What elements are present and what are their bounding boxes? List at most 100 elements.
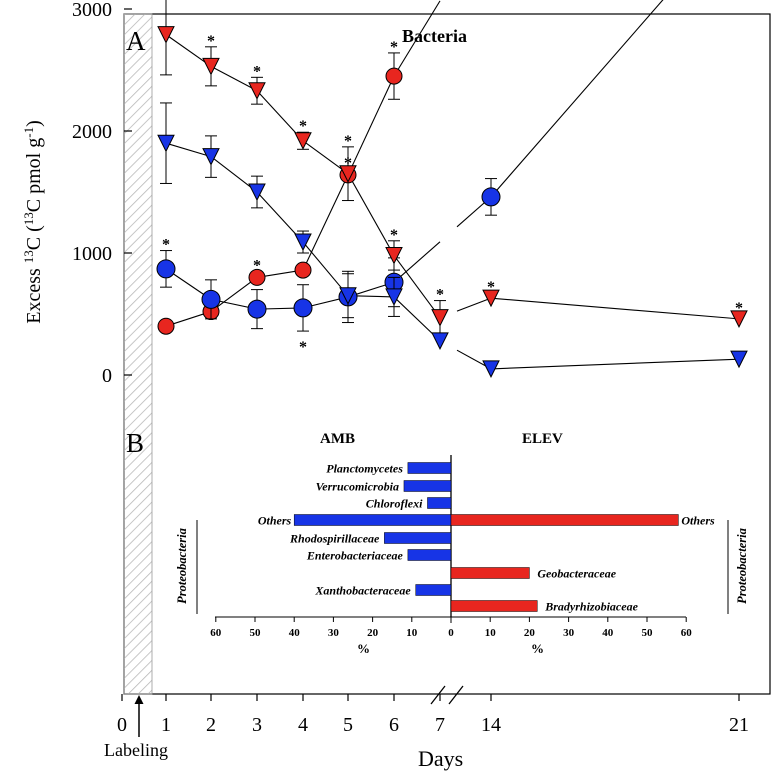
data-point-triangle [482, 289, 500, 308]
taxon-bar [450, 567, 530, 579]
data-point-triangle [431, 332, 449, 350]
panel-b-tick-label: 40 [289, 627, 301, 639]
taxon-bar [293, 514, 452, 526]
panel-a-title: Bacteria [402, 26, 467, 46]
taxon-label: Others [258, 514, 292, 528]
panel-b-tick-label: 60 [210, 627, 222, 639]
data-point-triangle [202, 148, 220, 166]
taxon-bar [450, 514, 679, 526]
taxon-label: Xanthobacteraceae [314, 584, 411, 598]
taxon-label: Planctomycetes [326, 462, 403, 476]
data-point-circle [481, 187, 501, 207]
data-point-triangle [157, 26, 175, 44]
taxon-bar [407, 549, 452, 561]
amb-title: AMB [320, 431, 355, 447]
data-point-triangle [730, 310, 748, 328]
ylabel-exp: -1 [21, 127, 36, 138]
x-tick-label: 3 [252, 714, 262, 736]
labeling-arrow-icon [134, 695, 144, 704]
panel-b-tick-label: 50 [642, 627, 654, 639]
data-point-triangle [431, 309, 449, 327]
series-line-segment [165, 142, 212, 158]
proteobacteria-label-right: Proteobacteria [735, 528, 749, 604]
data-point-triangle [385, 246, 403, 265]
panel-b-tick-label: 10 [406, 627, 418, 639]
panel-b-tick-label: 60 [681, 627, 693, 639]
panel-b-unit-left: % [357, 641, 370, 656]
series-line-segment [347, 75, 395, 176]
x-tick-label: 7 [435, 714, 445, 736]
taxon-label: Others [681, 514, 715, 528]
panel-b-tick-label: 30 [328, 627, 340, 639]
series-line-segment [490, 0, 664, 198]
panel-b-unit-right: % [531, 641, 544, 656]
y-tick-label: 1000 [72, 243, 112, 265]
panel-b-tick-label: 30 [563, 627, 575, 639]
panel-b-tick-label: 50 [250, 627, 262, 639]
panel-a-letter: A [126, 26, 146, 56]
significance-mark: * [487, 279, 495, 296]
axis-break-icon [430, 685, 464, 705]
significance-mark: * [299, 339, 307, 356]
series-line-segment [210, 65, 258, 92]
data-point-triangle [482, 360, 500, 379]
panel-b-tick-label: 10 [485, 627, 497, 639]
data-point-circle [385, 67, 403, 85]
panel-b-letter: B [126, 428, 144, 458]
panel-b-tick-label: 20 [367, 627, 379, 639]
series-line-segment [393, 255, 441, 318]
ylabel-close: ) [23, 120, 45, 127]
data-point-circle [294, 261, 312, 279]
significance-mark: * [390, 227, 398, 244]
series-line-segment [210, 276, 258, 313]
x-tick-label: 14 [481, 714, 501, 736]
taxon-label: Rhodospirillaceae [289, 532, 380, 546]
series-line-segment [393, 0, 441, 77]
significance-mark: * [344, 133, 352, 150]
data-point-triangle [157, 134, 175, 153]
data-point-triangle [339, 165, 357, 183]
data-point-circle [156, 259, 176, 279]
data-point-triangle [339, 287, 357, 305]
panel-b-bars: Planctomycetes Verrucomicrobia Chloroflexi… [258, 462, 715, 614]
significance-mark: * [207, 33, 215, 50]
x-axis-label: Days [418, 746, 463, 771]
ylabel-unit: C pmol g [23, 138, 45, 212]
y-tick-label: 0 [102, 365, 112, 387]
x-tick-label: 4 [298, 714, 308, 736]
data-point-circle [247, 299, 267, 319]
x-tick-label: 0 [117, 714, 127, 736]
data-point-triangle [294, 132, 312, 150]
taxon-bar [450, 600, 538, 612]
data-point-triangle [248, 82, 266, 100]
panel-b-axes: 60 50 40 30 20 10 0 10 20 30 40 50 60 [210, 616, 693, 639]
data-point-circle [201, 289, 221, 309]
ylabel-unit-iso: 13 [21, 212, 36, 225]
data-point-circle [157, 317, 175, 335]
y-axis-label: Excess 13C (13C pmol g-1) [21, 120, 46, 324]
data-point-triangle [248, 183, 266, 202]
series-line-segment [456, 297, 492, 312]
panel-a-markers: **************** [156, 0, 748, 379]
taxon-label: Enterobacteriaceae [306, 549, 404, 563]
labeling-hatch-band [123, 13, 153, 695]
taxon-label: Geobacteraceae [537, 567, 616, 581]
elev-title: ELEV [522, 431, 563, 447]
significance-mark: * [299, 118, 307, 135]
significance-mark: * [253, 63, 261, 80]
data-point-circle [248, 268, 266, 286]
taxon-bar [407, 462, 452, 474]
taxon-bar [384, 532, 452, 544]
data-point-triangle [385, 288, 403, 307]
significance-mark: * [436, 287, 444, 304]
data-point-triangle [730, 350, 748, 369]
panel-b-tick-label: 20 [524, 627, 536, 639]
data-point-triangle [294, 233, 312, 252]
series-line-segment [210, 156, 258, 193]
ylabel-c: C ( [23, 225, 45, 250]
y-tick-label: 2000 [72, 121, 112, 143]
x-tick-label: 2 [206, 714, 216, 736]
data-point-circle [293, 298, 313, 318]
